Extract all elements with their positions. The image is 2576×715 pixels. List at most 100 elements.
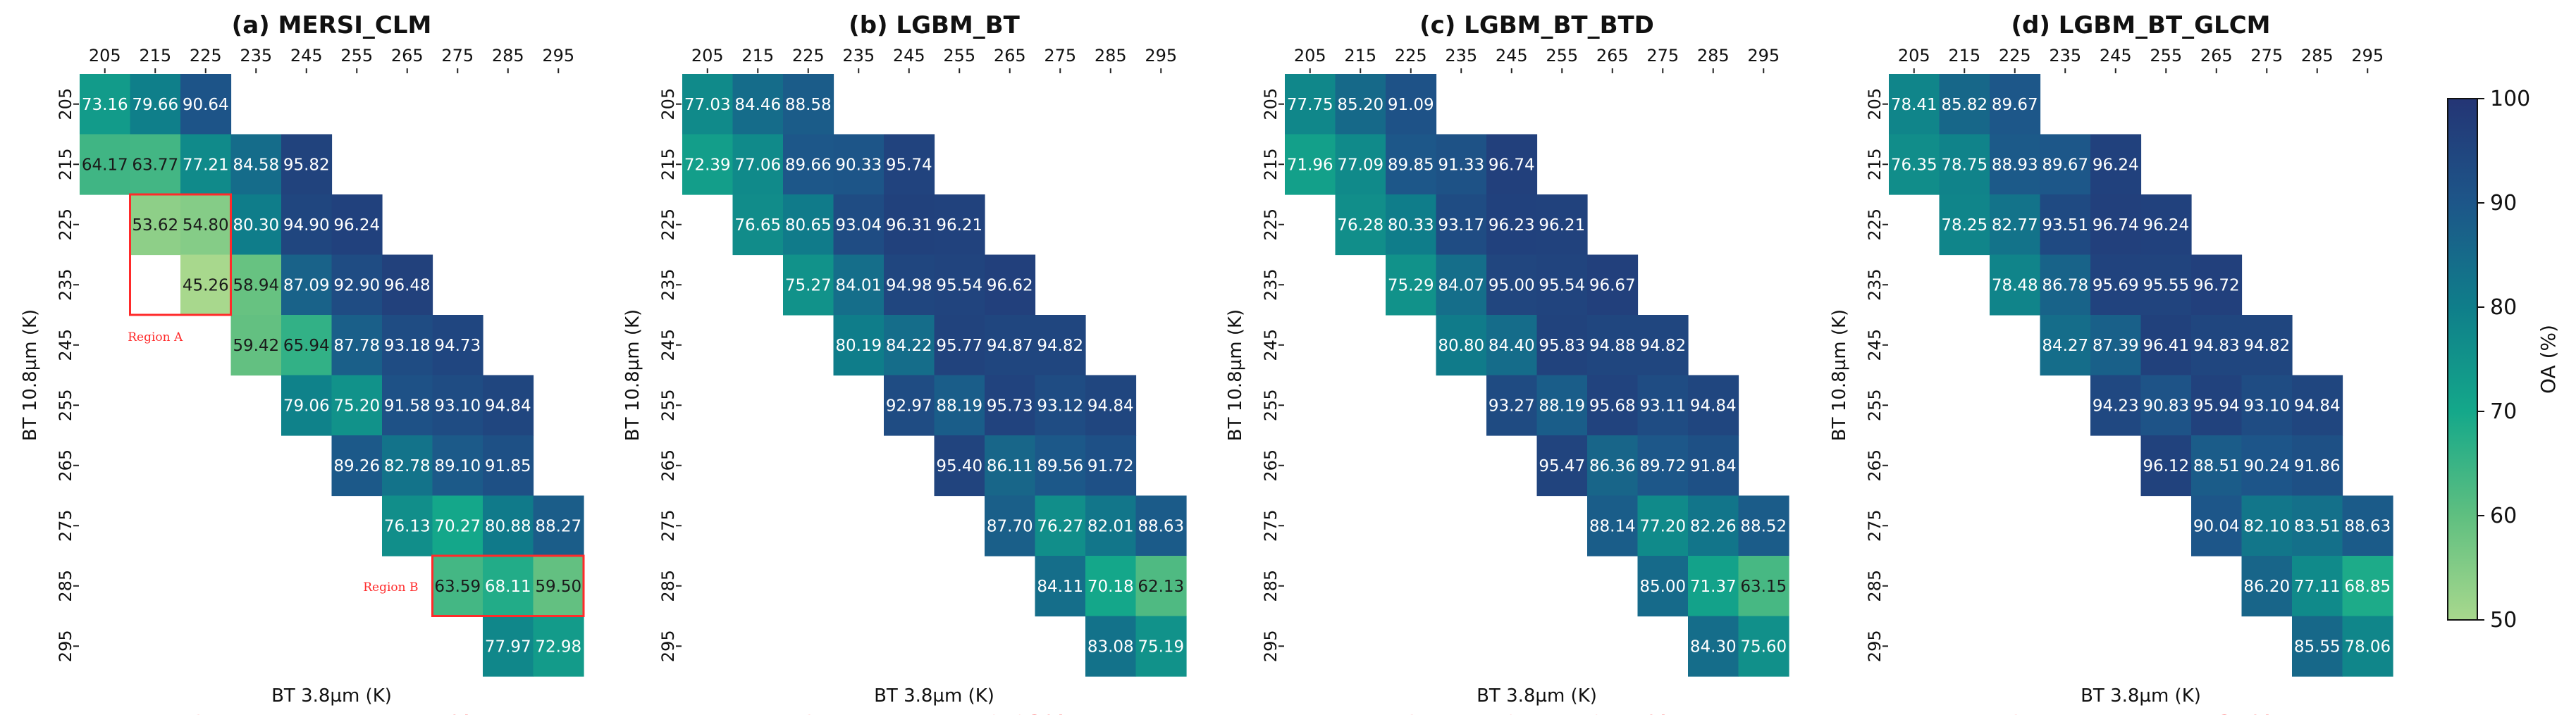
heatmap-cell: [2140, 315, 2192, 376]
heatmap-panel-1: (a) MERSI_CLM 73.16 79.66 90.64 64.17 63.77 77…: [20, 11, 585, 715]
x-tick-label: 245: [1496, 46, 1528, 66]
heatmap-cell: [1285, 134, 1336, 195]
x-axis-label: BT 3.8µm (K): [874, 685, 994, 707]
cell-value-label: 45.26: [183, 276, 229, 294]
heatmap-cell: [1436, 134, 1487, 195]
heatmap-cell: [1990, 74, 2041, 135]
y-tick-label: 275: [56, 509, 75, 542]
colorbar-label: OA (%): [2537, 325, 2560, 394]
y-tick-label: 255: [1865, 389, 1885, 421]
heatmap-cell: [985, 495, 1036, 557]
cell-value-label: 63.77: [132, 156, 178, 174]
cell-value-label: 68.85: [2344, 578, 2391, 596]
y-axis-label: BT 10.8µm (K): [622, 309, 643, 441]
x-tick-label: 255: [340, 46, 373, 66]
heatmap-cell: [833, 194, 885, 256]
y-tick-label: 205: [1865, 88, 1885, 120]
cell-value-label: 89.67: [1992, 96, 2038, 114]
cell-value-label: 90.33: [835, 156, 882, 174]
x-tick-label: 215: [1344, 46, 1376, 66]
cell-value-label: 92.97: [886, 397, 932, 415]
y-tick-label: 205: [1261, 88, 1281, 120]
cell-value-label: 83.51: [2294, 517, 2341, 535]
cell-value-label: 96.67: [1589, 276, 1636, 294]
heatmap-cell: [432, 375, 483, 436]
heatmap-cell: [985, 254, 1036, 316]
heatmap-cell: [884, 315, 935, 376]
cell-value-label: 59.42: [233, 337, 279, 355]
heatmap-cell: [1688, 435, 1739, 497]
y-tick-label: 275: [1865, 509, 1885, 542]
y-tick-label: 235: [1261, 268, 1281, 301]
y-tick-label: 285: [1865, 570, 1885, 602]
heatmap-cell: [1085, 556, 1137, 617]
x-tick-label: 275: [441, 46, 474, 66]
cell-value-label: 86.78: [2042, 276, 2088, 294]
heatmap-cell: [2241, 315, 2293, 376]
cell-value-label: 79.66: [132, 96, 178, 114]
heatmap-cell: [483, 435, 534, 497]
heatmap-cell: [1688, 375, 1739, 436]
cell-value-label: 88.93: [1992, 156, 2038, 174]
cell-value-label: 85.55: [2294, 638, 2341, 656]
cell-value-label: 96.23: [1489, 216, 1535, 235]
heatmap-cell: [1486, 375, 1538, 436]
x-tick-label: 235: [1445, 46, 1477, 66]
heatmap-cell: [1688, 495, 1739, 557]
cell-value-label: 94.84: [485, 397, 531, 415]
cell-value-label: 54.80: [183, 216, 229, 235]
heatmap-cell: [985, 375, 1036, 436]
cell-value-label: 95.73: [987, 397, 1033, 415]
region-label: Region B: [363, 580, 418, 595]
heatmap-cell: [130, 134, 181, 195]
y-tick-label: 225: [56, 209, 75, 241]
heatmap-cell: [1688, 616, 1739, 677]
x-tick-label: 265: [1596, 46, 1629, 66]
heatmap-cell: [2040, 194, 2091, 256]
heatmap-cell: [833, 254, 885, 316]
y-tick-label: 265: [1865, 449, 1885, 482]
heatmap-cell: [1688, 556, 1739, 617]
x-tick-label: 215: [741, 46, 774, 66]
heatmap-cell: [180, 74, 232, 135]
heatmap-cell: [1085, 435, 1137, 497]
cell-value-label: 91.58: [384, 397, 431, 415]
heatmap-cell: [432, 556, 483, 617]
y-tick-label: 295: [56, 630, 75, 662]
cell-value-label: 95.54: [936, 276, 982, 294]
colorbar-tick-label: 60: [2490, 504, 2517, 528]
cell-value-label: 91.09: [1388, 96, 1434, 114]
x-tick-label: 205: [1898, 46, 1930, 66]
y-tick-label: 245: [56, 329, 75, 361]
y-axis-label: BT 10.8µm (K): [1225, 309, 1246, 441]
cell-value-label: 70.18: [1087, 578, 1134, 596]
heatmap-cell: [230, 254, 282, 316]
cell-value-label: 86.11: [987, 457, 1033, 475]
cell-value-label: 75.60: [1740, 638, 1787, 656]
heatmap-cell: [1587, 435, 1639, 497]
heatmap-cell: [1386, 254, 1437, 316]
cell-value-label: 91.33: [1438, 156, 1484, 174]
heatmap-cell: [331, 375, 383, 436]
cell-value-label: 93.10: [2243, 397, 2290, 415]
cell-value-label: 91.85: [485, 457, 531, 475]
heatmap-cell: [833, 134, 885, 195]
cell-value-label: 72.39: [684, 156, 731, 174]
heatmap-cell: [1587, 495, 1639, 557]
y-tick-label: 215: [1865, 148, 1885, 180]
heatmap-cell: [80, 74, 131, 135]
cell-value-label: 96.12: [2143, 457, 2189, 475]
cell-value-label: 85.00: [1639, 578, 1686, 596]
heatmap-cell: [1035, 435, 1086, 497]
heatmap-cell: [1436, 315, 1487, 376]
heatmap-cell: [1285, 74, 1336, 135]
cell-value-label: 95.55: [2143, 276, 2189, 294]
heatmap-cell: [732, 194, 784, 256]
heatmap-cell: [1536, 194, 1588, 256]
cell-value-label: 94.84: [1690, 397, 1737, 415]
heatmap-cell: [483, 556, 534, 617]
cell-value-label: 88.63: [2344, 517, 2391, 535]
cell-value-label: 84.46: [734, 96, 781, 114]
